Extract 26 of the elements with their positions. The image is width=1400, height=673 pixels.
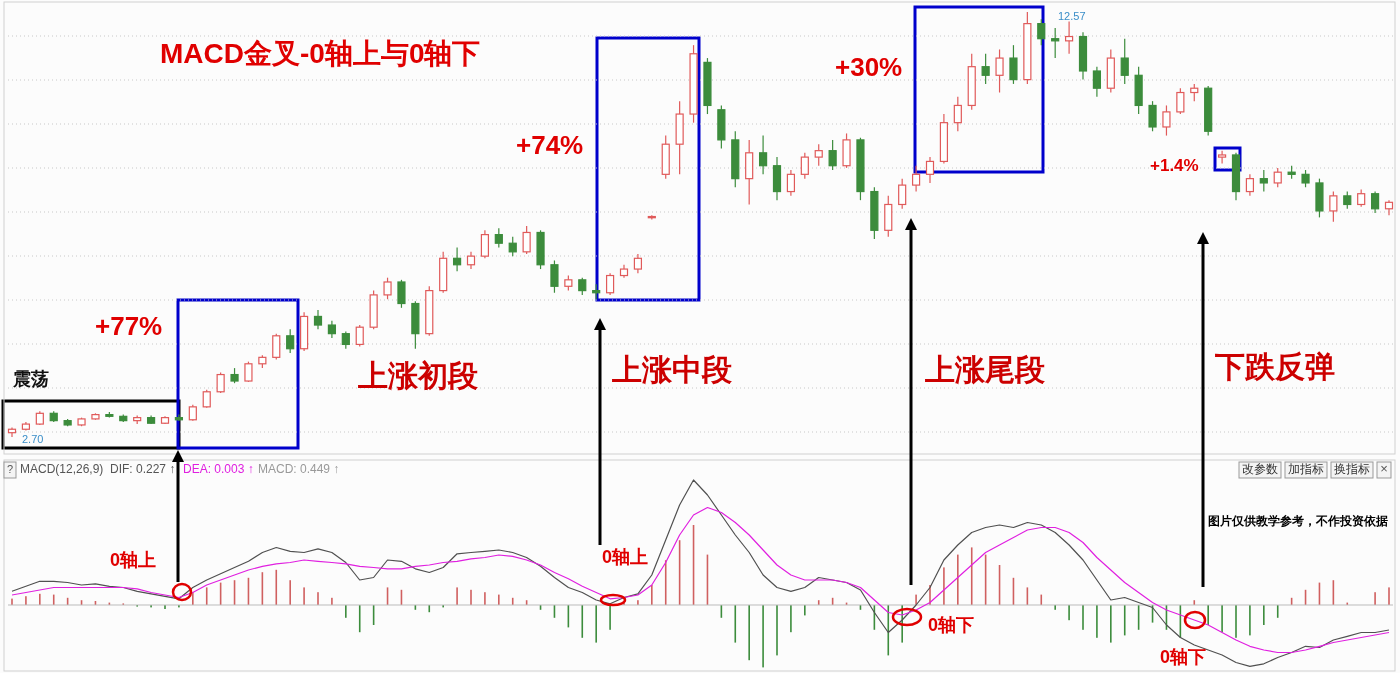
text: DIF: 0.227 ↑ [110,462,176,477]
annotation: 0轴下 [1160,646,1207,667]
annotation: +77% [95,310,163,341]
annotation: +1.4% [1150,156,1199,176]
annotation: 0轴下 [928,614,975,635]
annotation: 上涨初段 [357,358,478,392]
annotation: 12.57 [1058,9,1086,22]
annotation: 上涨中段 [611,352,732,386]
annotation: 0轴上 [110,549,157,570]
button: 改参数 [1238,461,1282,479]
button: 加指标 [1284,461,1328,479]
button: × [1376,461,1392,479]
annotation: 0轴上 [602,546,649,567]
text: DEA: 0.003 ↑ [183,462,254,477]
annotation: 图片仅供教学参考，不作投资依据 [1208,514,1388,529]
annotation: +74% [516,129,584,160]
annotation: MACD金叉-0轴上与0轴下 [160,38,481,70]
button: ? [3,461,17,479]
annotation: 上涨尾段 [924,352,1045,386]
annotation: 2.70 [22,432,44,445]
annotation: +30% [835,51,903,82]
annotation: 下跌反弹 [1214,349,1335,383]
annotation: 震荡 [12,368,49,389]
text: MACD: 0.449 ↑ [258,462,340,477]
button: 换指标 [1330,461,1374,479]
text: MACD(12,26,9) [20,462,104,477]
